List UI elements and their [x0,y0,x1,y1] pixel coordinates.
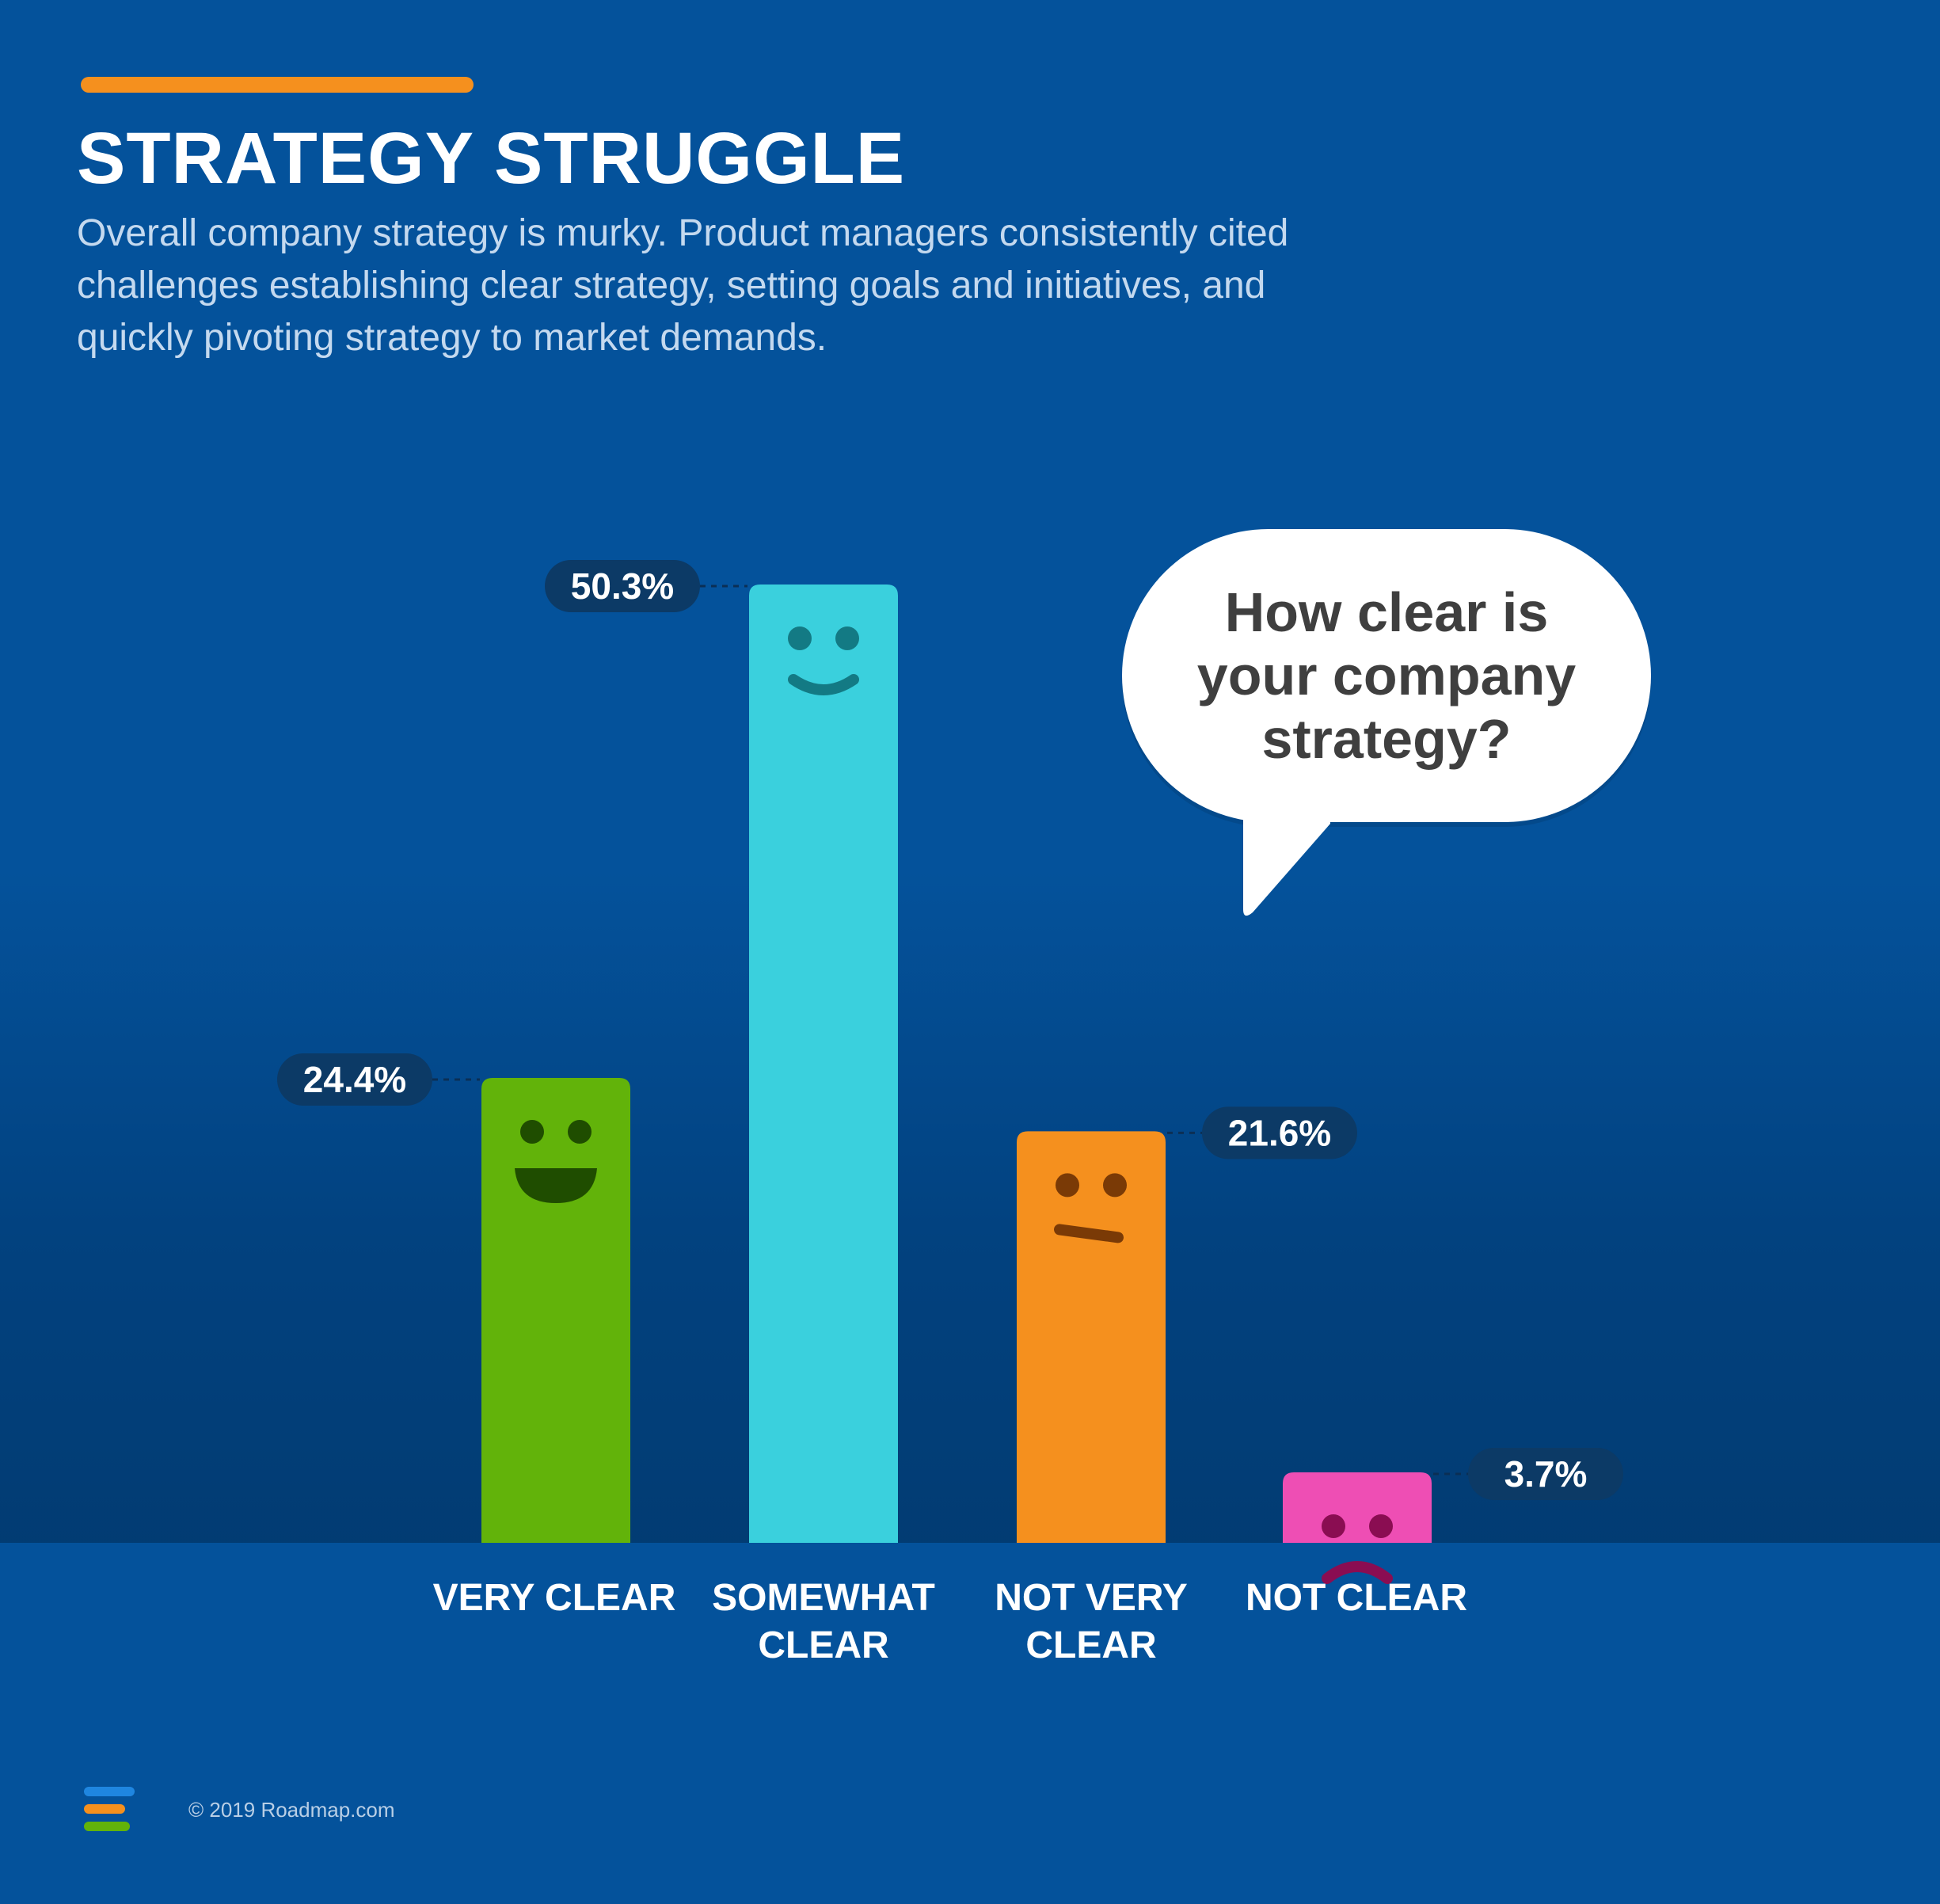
category-label-very-clear: VERY CLEAR [432,1577,676,1619]
bar-very-clear [481,1078,630,1543]
bar-group: 24.4% 50.3% 21.6% 3.7% [277,560,1623,1584]
bar-not-very-clear [1017,1131,1166,1543]
plot-background [0,871,1940,1543]
roadmap-logo-icon [84,1787,135,1831]
bar-not-clear [1283,1472,1432,1543]
speech-bubble: How clear is your company strategy? [1122,529,1651,822]
value-label-not-very-clear: 21.6% [1228,1112,1331,1153]
big-smile-face-icon [515,1120,597,1204]
smile-face-icon [788,626,859,695]
bar-somewhat-clear [749,585,898,1543]
value-label-pill [1202,1106,1357,1160]
page-subtitle: Overall company strategy is murky. Produ… [77,212,1289,359]
category-label-not-clear: NOT CLEAR [1246,1577,1467,1619]
value-label-very-clear: 24.4% [303,1059,406,1100]
value-label-pill [545,560,700,612]
sad-face-icon [1322,1514,1393,1584]
copyright-text: © 2019 Roadmap.com [188,1798,395,1822]
value-label-pill [277,1053,432,1106]
category-label-not-very-clear: NOT VERY CLEAR [995,1577,1188,1666]
speech-bubble-tail [1243,808,1330,916]
bubble-question: How clear is your company strategy? [1196,581,1577,770]
value-label-pill [1468,1447,1623,1500]
neutral-face-icon [1054,1173,1127,1243]
value-label-somewhat-clear: 50.3% [571,565,674,607]
page-title: STRATEGY STRUGGLE [77,118,906,199]
accent-line [81,77,474,93]
category-label-somewhat-clear: SOMEWHAT CLEAR [712,1577,935,1666]
value-label-not-clear: 3.7% [1504,1453,1588,1495]
